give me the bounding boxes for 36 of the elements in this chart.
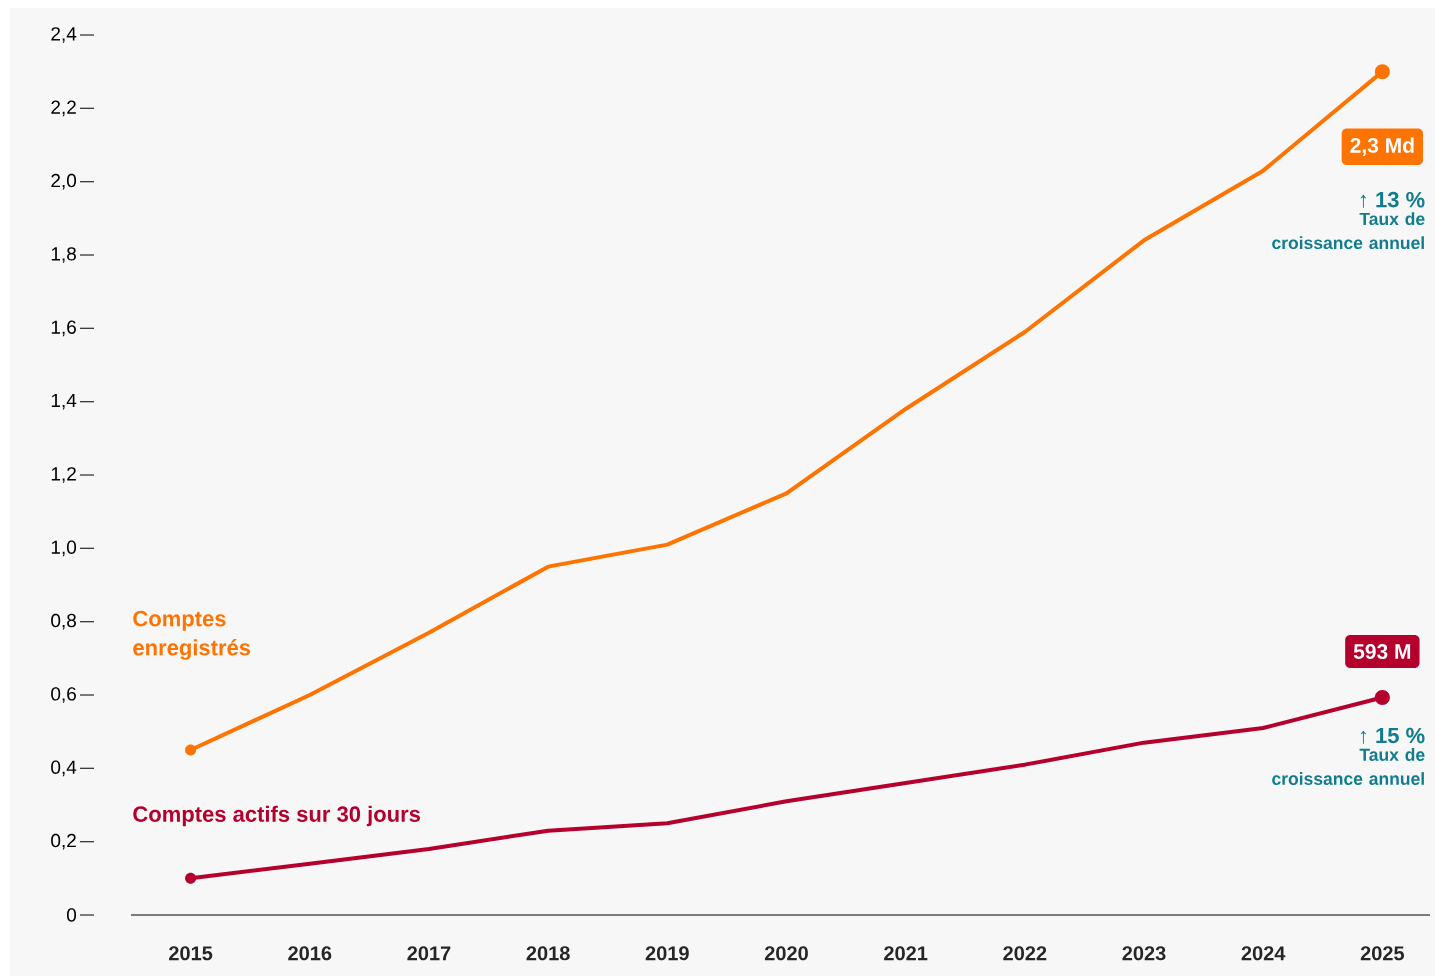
x-tick-label: 2025 (1360, 946, 1405, 961)
point (1374, 64, 1390, 80)
x-tick-label: 2020 (764, 946, 808, 961)
x-tick-label: 2021 (884, 946, 928, 961)
y-tick-label: 1,4 (51, 393, 77, 410)
annotation: ↑ 15 % (1360, 727, 1425, 744)
annotation: 593 M (1353, 644, 1411, 659)
y-tick-label: 2,2 (51, 100, 76, 117)
point (185, 744, 197, 756)
annotation: ↑ 13 % (1360, 191, 1425, 208)
point (185, 872, 197, 884)
annotation: Taux de croissance annuel (1272, 212, 1425, 250)
x-tick-label: 2023 (1122, 946, 1166, 961)
y-tick-label: 2,0 (51, 173, 77, 190)
point (1374, 690, 1390, 706)
y-tick-label: 0,8 (51, 613, 76, 630)
y-tick-label: 0 (66, 908, 77, 922)
annotation: Taux de croissance annuel (1272, 748, 1425, 785)
x-tick-label: 2018 (526, 946, 570, 961)
y-tick-label: 0,2 (51, 833, 76, 850)
x-tick-label: 2022 (1003, 946, 1047, 961)
text: Comptes enregistrés (133, 610, 251, 660)
x-tick-label: 2019 (645, 946, 689, 961)
x-tick-label: 2015 (169, 946, 213, 961)
x-tick-label: 2017 (407, 946, 451, 961)
y-tick-label: 1,8 (51, 247, 76, 263)
y-tick-label: 1,6 (51, 320, 76, 337)
y-tick-label: 0,4 (51, 760, 77, 777)
x-tick-label: 2016 (288, 946, 332, 961)
series-label: Comptes actifs sur 30 jours (133, 805, 421, 827)
y-tick-label: 2,4 (51, 27, 77, 43)
x-tick-label: 2024 (1241, 946, 1286, 961)
annotation: 2,3 Md (1350, 137, 1414, 156)
y-tick-label: 1,0 (51, 540, 77, 557)
y-tick-label: 1,2 (51, 467, 76, 483)
y-tick-label: 0,6 (51, 687, 76, 703)
